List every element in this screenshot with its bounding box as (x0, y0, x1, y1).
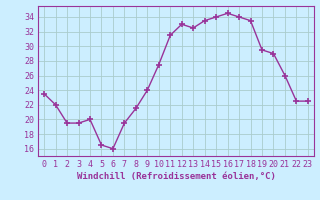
X-axis label: Windchill (Refroidissement éolien,°C): Windchill (Refroidissement éolien,°C) (76, 172, 276, 181)
